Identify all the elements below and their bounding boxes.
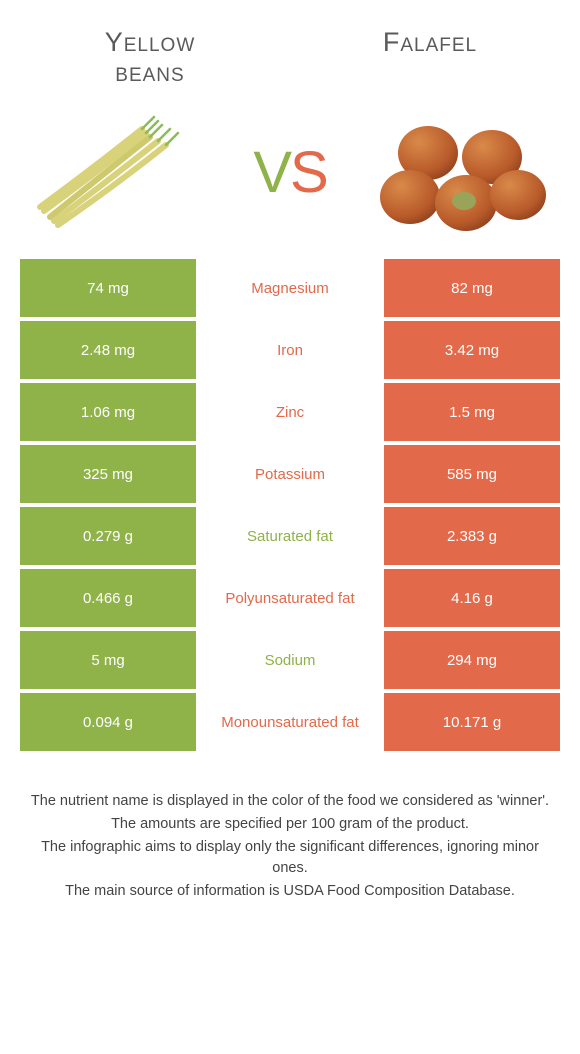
nutrient-name: Zinc bbox=[196, 383, 384, 445]
nutrient-name: Sodium bbox=[196, 631, 384, 693]
food-left-title: Yellow beans bbox=[50, 28, 250, 87]
table-row: 1.06 mgZinc1.5 mg bbox=[20, 383, 560, 445]
value-right: 1.5 mg bbox=[384, 383, 560, 445]
value-left: 74 mg bbox=[20, 259, 196, 321]
value-left: 5 mg bbox=[20, 631, 196, 693]
value-right: 294 mg bbox=[384, 631, 560, 693]
table-row: 0.094 gMonounsaturated fat10.171 g bbox=[20, 693, 560, 755]
value-left: 0.094 g bbox=[20, 693, 196, 755]
table-row: 0.279 gSaturated fat2.383 g bbox=[20, 507, 560, 569]
footnote-line: The main source of information is USDA F… bbox=[24, 881, 556, 902]
vs-s: S bbox=[290, 140, 327, 205]
nutrient-name: Polyunsaturated fat bbox=[196, 569, 384, 631]
title-left-line2: beans bbox=[115, 57, 184, 87]
vs-label: VS bbox=[253, 139, 326, 206]
value-left: 0.466 g bbox=[20, 569, 196, 631]
value-right: 4.16 g bbox=[384, 569, 560, 631]
table-row: 0.466 gPolyunsaturated fat4.16 g bbox=[20, 569, 560, 631]
value-right: 10.171 g bbox=[384, 693, 560, 755]
table-row: 74 mgMagnesium82 mg bbox=[20, 259, 560, 321]
footnotes: The nutrient name is displayed in the co… bbox=[0, 755, 580, 902]
table-row: 325 mgPotassium585 mg bbox=[20, 445, 560, 507]
nutrient-name: Monounsaturated fat bbox=[196, 693, 384, 755]
value-right: 2.383 g bbox=[384, 507, 560, 569]
nutrient-name: Potassium bbox=[196, 445, 384, 507]
yellow-beans-image bbox=[30, 107, 210, 237]
value-left: 2.48 mg bbox=[20, 321, 196, 383]
nutrient-name: Iron bbox=[196, 321, 384, 383]
titles-row: Yellow beans Falafel bbox=[0, 0, 580, 97]
value-right: 585 mg bbox=[384, 445, 560, 507]
value-left: 325 mg bbox=[20, 445, 196, 507]
value-left: 1.06 mg bbox=[20, 383, 196, 445]
nutrition-table: 74 mgMagnesium82 mg2.48 mgIron3.42 mg1.0… bbox=[20, 259, 560, 755]
footnote-line: The infographic aims to display only the… bbox=[24, 837, 556, 879]
hero-row: VS bbox=[0, 97, 580, 259]
nutrient-name: Magnesium bbox=[196, 259, 384, 321]
vs-v: V bbox=[253, 140, 290, 205]
table-row: 5 mgSodium294 mg bbox=[20, 631, 560, 693]
title-left-line1: Yellow bbox=[105, 27, 196, 57]
food-right-title: Falafel bbox=[330, 28, 530, 87]
value-right: 82 mg bbox=[384, 259, 560, 321]
value-left: 0.279 g bbox=[20, 507, 196, 569]
falafel-image bbox=[370, 107, 550, 237]
value-right: 3.42 mg bbox=[384, 321, 560, 383]
footnote-line: The amounts are specified per 100 gram o… bbox=[24, 814, 556, 835]
footnote-line: The nutrient name is displayed in the co… bbox=[24, 791, 556, 812]
table-row: 2.48 mgIron3.42 mg bbox=[20, 321, 560, 383]
nutrient-name: Saturated fat bbox=[196, 507, 384, 569]
